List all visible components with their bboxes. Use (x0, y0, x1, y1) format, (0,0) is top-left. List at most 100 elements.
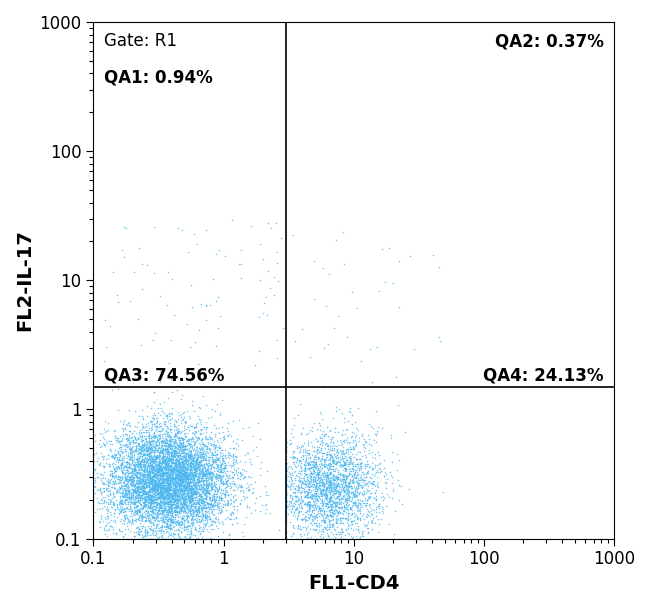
Point (157, 471, 167, 480)
Point (203, 465, 214, 474)
Point (162, 474, 173, 483)
Point (150, 269, 160, 278)
Point (190, 337, 201, 347)
Point (313, 444, 323, 454)
Point (168, 471, 178, 480)
Point (146, 432, 157, 442)
Point (101, 511, 112, 521)
Point (198, 526, 208, 536)
Point (177, 490, 188, 500)
Point (194, 460, 204, 470)
Point (182, 458, 192, 468)
Point (161, 458, 171, 468)
Point (179, 506, 189, 516)
Point (170, 482, 180, 491)
Point (326, 527, 337, 537)
Point (138, 465, 148, 474)
Point (291, 443, 302, 453)
Point (149, 482, 159, 492)
Point (166, 482, 177, 492)
Point (111, 449, 122, 458)
Point (166, 408, 177, 418)
Point (140, 435, 150, 444)
Point (310, 489, 320, 499)
Point (125, 517, 135, 527)
Point (335, 518, 346, 528)
Point (367, 447, 378, 457)
Point (207, 494, 217, 504)
Point (200, 473, 210, 483)
Point (149, 478, 159, 488)
Point (221, 460, 231, 470)
Point (144, 497, 154, 506)
Point (195, 456, 205, 466)
Point (141, 487, 151, 497)
Point (157, 459, 167, 469)
Point (187, 469, 198, 478)
Point (188, 456, 198, 466)
Point (179, 472, 190, 482)
Point (92, 485, 103, 494)
Point (96, 441, 107, 451)
Point (377, 502, 387, 512)
Point (170, 461, 180, 471)
Point (132, 454, 142, 463)
Point (218, 502, 228, 512)
Point (224, 480, 235, 490)
Point (185, 434, 196, 444)
Point (217, 467, 228, 477)
Point (218, 435, 229, 445)
Point (157, 517, 167, 527)
Point (318, 472, 329, 482)
Point (146, 497, 156, 506)
Point (178, 499, 188, 508)
Point (117, 472, 127, 482)
Point (287, 493, 297, 503)
Point (122, 494, 132, 504)
Point (112, 474, 123, 484)
Point (181, 462, 192, 472)
Point (172, 444, 183, 454)
Point (204, 534, 214, 544)
Point (179, 475, 190, 485)
Point (122, 465, 133, 474)
Point (178, 445, 188, 455)
Point (187, 501, 197, 511)
Point (103, 480, 114, 489)
Point (88, 484, 99, 494)
Point (167, 502, 177, 512)
Point (374, 458, 384, 468)
Point (177, 469, 188, 478)
Point (197, 497, 207, 506)
Point (167, 474, 177, 484)
Point (161, 476, 172, 486)
Point (330, 500, 341, 510)
Point (150, 441, 161, 451)
Point (196, 492, 206, 502)
Point (134, 447, 144, 457)
Point (190, 471, 201, 481)
Point (159, 491, 170, 501)
Point (179, 484, 190, 494)
Point (361, 488, 371, 498)
Point (125, 486, 135, 496)
Point (200, 471, 211, 480)
Point (205, 473, 216, 483)
Point (136, 488, 147, 497)
Point (130, 445, 140, 455)
Point (161, 468, 172, 477)
Point (163, 480, 174, 489)
Point (161, 411, 172, 421)
Point (281, 458, 291, 468)
Point (194, 500, 204, 510)
Point (163, 495, 174, 505)
Point (176, 439, 187, 449)
Point (188, 478, 198, 488)
Point (135, 534, 145, 544)
Point (137, 432, 148, 441)
Point (177, 460, 188, 469)
Point (144, 492, 155, 502)
Point (175, 442, 185, 452)
Point (155, 471, 165, 480)
Point (158, 467, 168, 477)
